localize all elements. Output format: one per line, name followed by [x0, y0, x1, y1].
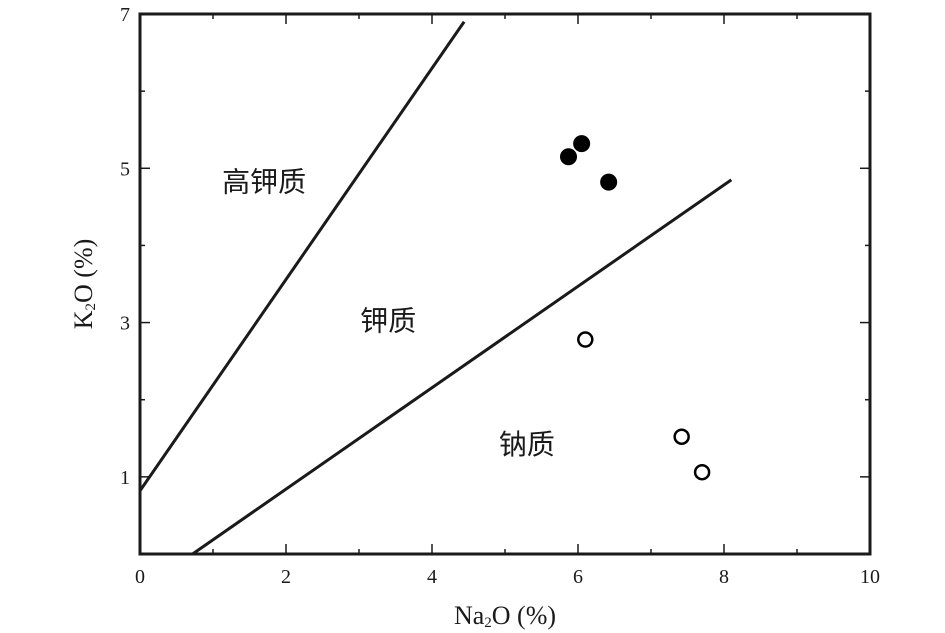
x-tick-label: 10 [860, 566, 880, 588]
filled-circle-point [573, 135, 591, 153]
boundary-line-1 [138, 20, 466, 492]
open-circle-point [577, 331, 594, 348]
region-label: 高钾质 [222, 166, 306, 199]
region-label: 钠质 [499, 428, 555, 461]
region-label: 钾质 [360, 305, 416, 338]
open-circle-point [673, 428, 690, 445]
x-tick-label: 0 [135, 566, 145, 588]
y-tick-label: 3 [120, 313, 130, 335]
data-points [560, 135, 711, 481]
boundary-lines [138, 20, 733, 556]
x-tick-label: 6 [573, 566, 583, 588]
axis-ticks: 0 2 4 6 8 10 1 3 5 7 [120, 4, 880, 588]
open-circle-point [693, 463, 711, 481]
y-tick-label: 7 [120, 4, 130, 26]
filled-circle-point [600, 173, 618, 191]
y-tick-label: 1 [120, 467, 130, 489]
filled-circle-point [560, 148, 578, 166]
x-tick-label: 8 [719, 566, 729, 588]
y-axis-title: K2O (%) [69, 239, 99, 330]
x-axis-title: Na2O (%) [454, 601, 556, 631]
x-tick-label: 4 [427, 566, 437, 588]
plot-frame [138, 12, 872, 556]
x-tick-label: 2 [281, 566, 291, 588]
boundary-line-2 [191, 178, 733, 556]
y-tick-label: 5 [120, 158, 130, 180]
